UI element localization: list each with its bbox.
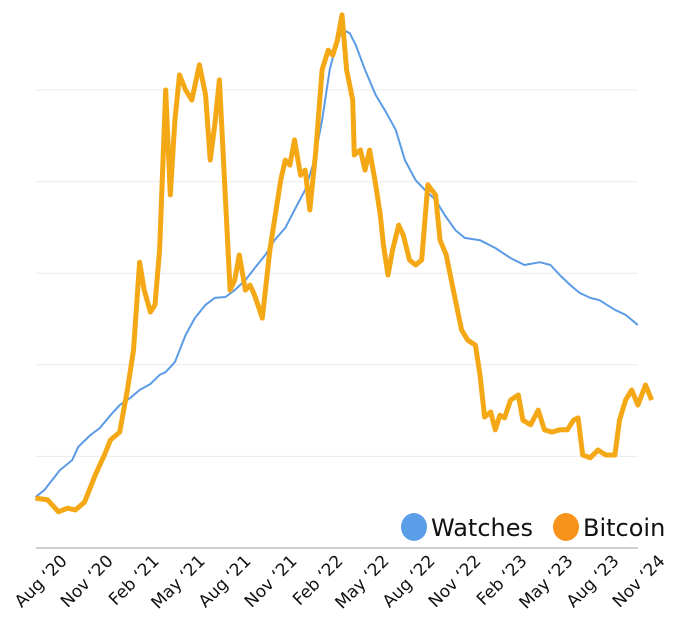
gridlines: [36, 89, 638, 549]
series-lines: [34, 12, 655, 515]
legend-swatch-bitcoin: [553, 513, 579, 541]
legend-swatch-watches: [401, 513, 427, 541]
legend-item-watches[interactable]: Watches: [401, 513, 533, 542]
legend-label-bitcoin: Bitcoin: [583, 514, 665, 542]
series-line-bitcoin: [35, 12, 655, 515]
legend-item-bitcoin[interactable]: Bitcoin: [553, 513, 665, 542]
legend: Watches Bitcoin: [401, 513, 665, 542]
series-line-watches: [34, 29, 639, 498]
legend-label-watches: Watches: [431, 514, 533, 542]
